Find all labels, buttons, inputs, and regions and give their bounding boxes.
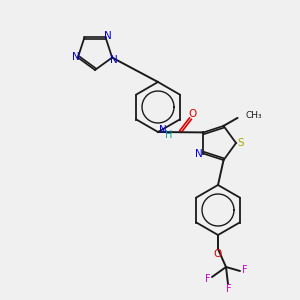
Text: N: N (159, 125, 167, 135)
Text: S: S (238, 138, 244, 148)
Text: O: O (188, 109, 196, 119)
Text: N: N (110, 55, 118, 64)
Text: N: N (72, 52, 80, 61)
Text: N: N (104, 32, 112, 41)
Text: O: O (214, 249, 222, 259)
Text: F: F (205, 274, 211, 284)
Text: N: N (195, 148, 202, 159)
Text: F: F (242, 265, 248, 275)
Text: CH₃: CH₃ (246, 111, 262, 120)
Text: F: F (226, 284, 232, 294)
Text: H: H (165, 130, 172, 140)
